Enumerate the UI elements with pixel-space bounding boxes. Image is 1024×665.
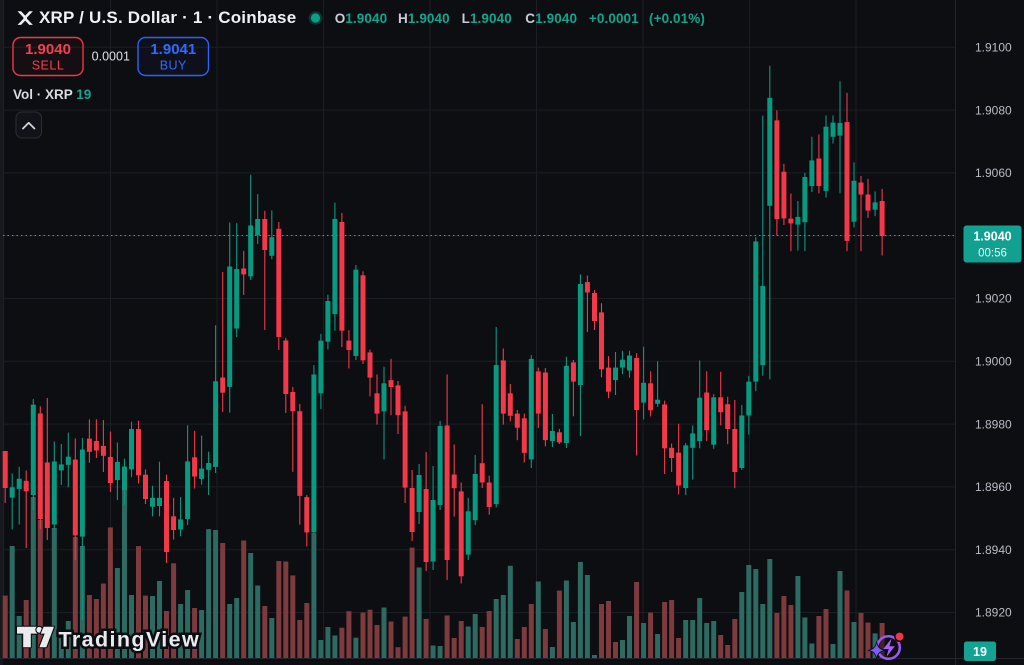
svg-text:1.8920: 1.8920 <box>975 606 1012 620</box>
svg-text:1.9100: 1.9100 <box>975 41 1012 55</box>
svg-text:1.8980: 1.8980 <box>975 417 1012 431</box>
svg-text:1.8960: 1.8960 <box>975 480 1012 494</box>
svg-text:1.9040: 1.9040 <box>973 230 1011 244</box>
svg-text:00:56: 00:56 <box>978 248 1007 260</box>
svg-text:0.0001: 0.0001 <box>92 50 130 64</box>
svg-text:Vol · XRP 19: Vol · XRP 19 <box>13 87 91 102</box>
svg-text:1.9060: 1.9060 <box>975 166 1012 180</box>
svg-text:1.9041: 1.9041 <box>150 41 196 58</box>
svg-text:SELL: SELL <box>32 59 65 73</box>
svg-text:1.9040: 1.9040 <box>25 41 71 58</box>
svg-text:XRP / U.S. Dollar · 1 · Coinba: XRP / U.S. Dollar · 1 · Coinbase <box>39 8 296 27</box>
svg-text:BUY: BUY <box>160 59 187 73</box>
svg-text:19: 19 <box>973 645 987 659</box>
svg-text:TradingView: TradingView <box>59 628 201 652</box>
svg-text:1.8940: 1.8940 <box>975 543 1012 557</box>
svg-text:1.9020: 1.9020 <box>975 292 1012 306</box>
svg-text:1.9080: 1.9080 <box>975 103 1012 117</box>
svg-text:1.9000: 1.9000 <box>975 355 1012 369</box>
